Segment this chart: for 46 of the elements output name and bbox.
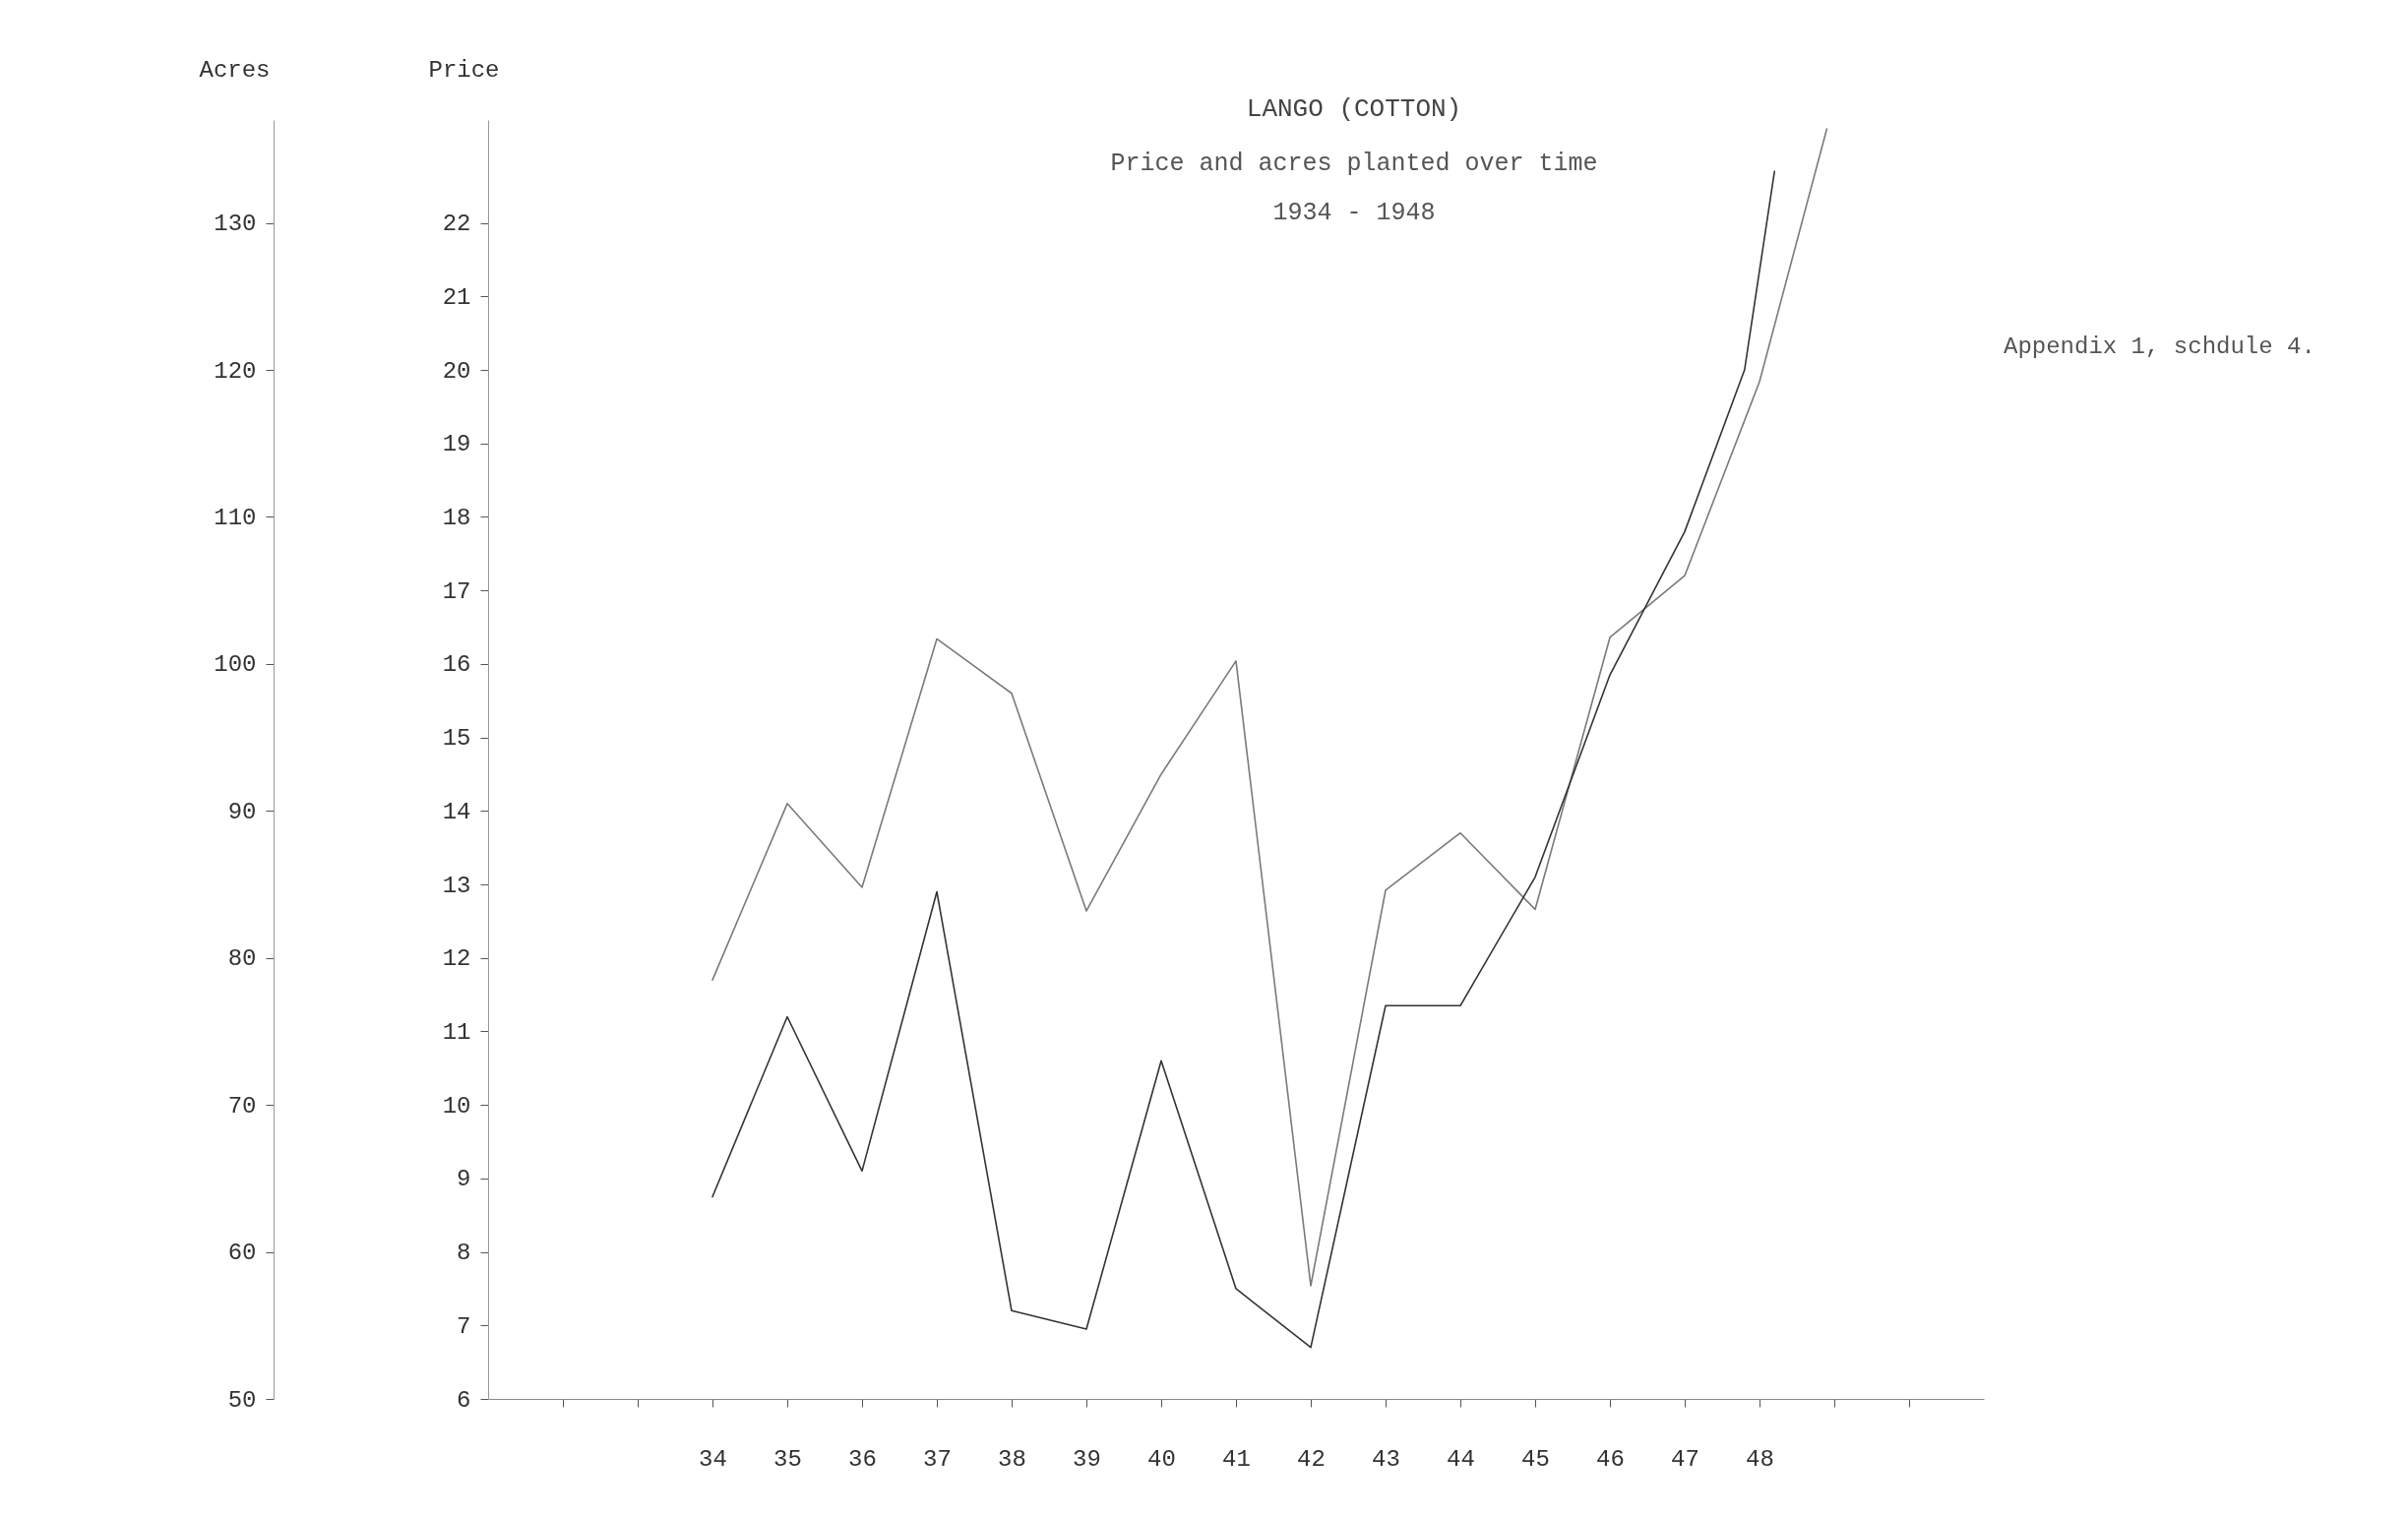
x-tick-label: 37 (923, 1445, 952, 1473)
y-tick-label: 70 (227, 1092, 257, 1120)
x-tick-label: 41 (1222, 1445, 1251, 1473)
x-tick-label: 48 (1746, 1445, 1774, 1473)
y-tick-label: 90 (227, 798, 257, 825)
x-tick-label: 40 (1147, 1445, 1176, 1473)
y-tick-label: 50 (227, 1386, 257, 1414)
y2-tick-label: 9 (457, 1166, 471, 1193)
y-tick-label: 100 (214, 651, 257, 679)
y2-tick-label: 14 (442, 798, 471, 825)
y2-tick-label: 15 (442, 725, 471, 753)
y-tick-label: 130 (214, 211, 257, 238)
y2-tick-label: 22 (442, 211, 471, 238)
x-tick-label: 34 (699, 1445, 727, 1473)
y-tick-label: 110 (214, 504, 257, 531)
y2-tick-label: 7 (457, 1312, 471, 1340)
y-tick-label: 60 (227, 1240, 257, 1267)
y2-tick-label: 19 (442, 431, 471, 458)
y-axis-title: Acres (199, 56, 271, 84)
x-tick-label: 46 (1596, 1445, 1625, 1473)
x-tick-label: 35 (773, 1445, 802, 1473)
y2-tick-label: 17 (442, 577, 471, 605)
y2-tick-label: 20 (442, 357, 471, 385)
y2-tick-label: 13 (442, 872, 471, 899)
x-tick-label: 44 (1447, 1445, 1475, 1473)
y2-tick-label: 21 (442, 283, 471, 311)
chart-title: LANGO (COTTON) (1246, 94, 1462, 124)
x-tick-label: 42 (1297, 1445, 1326, 1473)
y2-tick-label: 12 (442, 945, 471, 973)
x-tick-label: 38 (998, 1445, 1026, 1473)
y2-axis-title: Price (428, 56, 500, 84)
y2-tick-label: 18 (442, 504, 471, 531)
x-tick-label: 47 (1671, 1445, 1699, 1473)
y2-tick-label: 8 (457, 1240, 471, 1267)
y-tick-label: 80 (227, 945, 257, 973)
y2-tick-label: 16 (442, 651, 471, 679)
y-tick-label: 120 (214, 357, 257, 385)
x-tick-label: 45 (1521, 1445, 1550, 1473)
text: Price and acres planted over time 1934 - 1948 (1110, 150, 1598, 227)
x-tick-label: 43 (1372, 1445, 1400, 1473)
x-tick-label: 39 (1073, 1445, 1101, 1473)
text: Appendix 1, schdule 4. (2004, 333, 2315, 360)
y2-tick-label: 10 (442, 1092, 471, 1120)
y2-tick-label: 11 (442, 1018, 471, 1046)
y2-tick-label: 6 (457, 1386, 471, 1414)
x-tick-label: 36 (848, 1445, 877, 1473)
